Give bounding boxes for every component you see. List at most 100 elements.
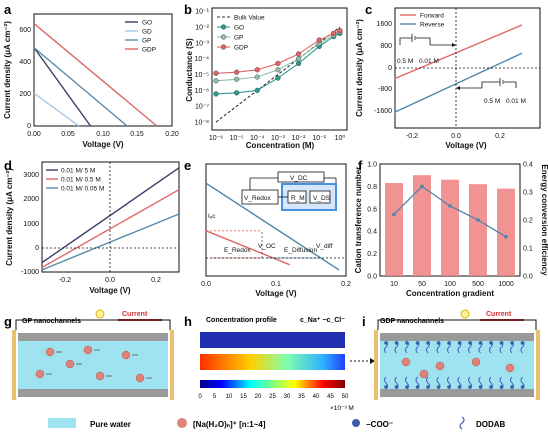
- panel-b-point-1-3: [275, 75, 281, 81]
- panel-i-anion-bottom-0: [384, 385, 388, 389]
- panel-i-anion-top-5: [436, 341, 441, 345]
- panel-c-arrow-reverse: [456, 86, 460, 90]
- legend-anion-icon: [352, 419, 360, 427]
- panel-i-top-wall: [380, 333, 534, 341]
- panel-i-anion-bottom-10: [489, 385, 493, 389]
- panel-c-ytick-1: -800: [378, 86, 392, 93]
- panel-b-point-3-6: [331, 30, 337, 36]
- panel-f-y2ticks: 0.0 0.1 0.2 0.3 0.4: [523, 162, 533, 281]
- panel-i-cation-3: [505, 363, 515, 373]
- panel-f-bar-4: [497, 188, 515, 276]
- panel-f-bar-0: [385, 183, 403, 276]
- panel-f-label: f: [358, 158, 363, 173]
- panel-i-anion-top-8: [468, 341, 472, 345]
- panel-i-anion-bottom-12: [510, 385, 514, 389]
- panel-b-xtick-0: 10⁻⁶: [209, 135, 223, 142]
- panel-f-ytick-3: 0.6: [367, 206, 377, 213]
- panel-i-anion-top-13: [520, 341, 525, 345]
- panel-f-y2label: Energy conversion efficiency: [540, 164, 548, 276]
- panel-h-colorbar-unit: ×10⁻³ M: [330, 405, 354, 412]
- panel-c-inset-fwd-right: 0.01 M: [419, 58, 439, 65]
- panel-g-label: g: [4, 314, 12, 329]
- panel-i-anion-top-6: [447, 341, 451, 345]
- panel-h-cbtick-10: 50: [342, 394, 349, 400]
- panel-i-bulb-icon: [460, 309, 470, 319]
- panel-g-bulb-icon: [95, 309, 105, 319]
- panel-h-channel-top: [200, 332, 345, 348]
- panel-g-cation-3: [35, 369, 45, 379]
- panel-i-anion-bottom-3: [415, 385, 420, 389]
- legend-cation-label: [Na(H₂O)ₙ]⁺ [n:1~4]: [193, 420, 266, 429]
- panel-c-legend-label-1: Reverse: [420, 22, 445, 29]
- panel-b-point-1-1: [234, 90, 240, 96]
- panel-i-dodab-chains: [384, 340, 525, 390]
- panel-b-xticks: 10⁻⁶ 10⁻⁵ 10⁻⁴ 10⁻³ 10⁻² 10⁻¹ 10⁰: [209, 134, 346, 142]
- panel-c-xtick-1: 0.0: [451, 133, 461, 140]
- panel-g-left-electrode: [12, 330, 16, 400]
- panel-d-xlabel: Voltage (V): [89, 286, 131, 295]
- panel-a-legend-label-0: GO: [142, 20, 152, 27]
- panel-b-xtick-2: 10⁻⁴: [250, 135, 265, 142]
- panel-d-label: d: [4, 158, 12, 173]
- panel-i-anion-top-11: [499, 341, 504, 345]
- panel-c-legend-label-0: Forward: [420, 13, 444, 20]
- panel-c-ytick-4: 1600: [376, 21, 392, 28]
- legend-dodab-icon: [459, 416, 465, 430]
- panel-g-cation-4: [95, 371, 105, 381]
- panel-i-anion-bottom-11: [499, 385, 504, 389]
- panel-e-ann-ioc: Iₒc: [208, 213, 216, 220]
- panel-i-label: i: [362, 314, 366, 329]
- panel-a-xtick-1: 0.05: [61, 131, 75, 138]
- panel-a-axes: [33, 13, 173, 127]
- panel-f-efficiency-point-1: [420, 184, 424, 189]
- panel-b-legend-label-0: Bulk Value: [234, 15, 265, 22]
- panel-h-cbtick-0: 0: [198, 394, 202, 400]
- panel-b-point-2-4: [295, 56, 302, 62]
- panel-f-bar-1: [413, 175, 431, 276]
- panel-b-point-3-4: [295, 51, 302, 57]
- panel-b-line-2: [215, 31, 341, 82]
- panel-f-y2tick-0: 0.0: [523, 274, 533, 281]
- panel-i-anion-bottom-4: [426, 385, 430, 389]
- panel-f-xticks: 10 50 100 500 1000: [390, 281, 514, 288]
- panel-b-point-2-1: [234, 76, 240, 82]
- legend-water-label: Pure water: [90, 420, 131, 429]
- panel-i-anion-top-1: [394, 341, 399, 345]
- panel-b-legend-marker-2: [220, 34, 227, 40]
- panel-h-ions: c_Na⁺ −c_Cl⁻: [300, 317, 345, 324]
- panel-d-ytick-4: 3000: [23, 172, 39, 179]
- panel-e-circuit-rm: R_M: [291, 195, 305, 202]
- panel-b-ytick-5: 10⁻³: [195, 40, 209, 47]
- panel-b-ytick-6: 10⁻²: [195, 25, 209, 32]
- panel-i-anion-top-4: [426, 341, 430, 345]
- panel-d-ylabel: Current density (μA cm⁻²): [5, 168, 14, 266]
- panel-i-anion-bottom-1: [394, 385, 399, 389]
- legend-dodab-label: DODAB: [476, 420, 506, 429]
- panel-c-ytick-2: 0: [388, 65, 392, 72]
- panel-h-cbtick-9: 45: [327, 394, 334, 400]
- panel-a-xlabel: Voltage (V): [82, 140, 124, 149]
- panel-e-circuit-vdc: V_DC: [290, 175, 308, 182]
- panel-c-inset-reverse: [458, 78, 517, 89]
- panel-b-legend-label-2: GP: [234, 35, 243, 42]
- panel-d-series-2: [41, 213, 180, 271]
- panel-c-label: c: [365, 2, 372, 17]
- panel-d-axes: [41, 161, 180, 273]
- panel-a-legend-label-2: GP: [142, 38, 151, 45]
- panel-h-cbtick-8: 40: [313, 394, 320, 400]
- panel-g-cation-0: [45, 347, 55, 357]
- panel-e-ann-ediff: E_Diffusion: [284, 247, 318, 254]
- panel-d-series-1: [41, 189, 180, 269]
- panel-c-inset-fwd-left: 0.5 M: [397, 58, 413, 65]
- panel-a-plot: [33, 23, 158, 127]
- panel-d-xtick-2: 0.2: [151, 277, 161, 284]
- panel-h-cbtick-1: 5: [213, 394, 217, 400]
- panel-h-cbtick-2: 10: [226, 394, 233, 400]
- panel-i-cation-0: [401, 357, 411, 367]
- panel-e-label: e: [184, 158, 191, 173]
- panel-c-ytick-0: -1600: [374, 108, 392, 115]
- panel-i-anion-top-2: [405, 341, 409, 345]
- panel-b-label: b: [184, 2, 192, 17]
- panel-a-legend: GO GD GP GDP: [125, 20, 156, 54]
- panel-b-line-3: [215, 30, 341, 74]
